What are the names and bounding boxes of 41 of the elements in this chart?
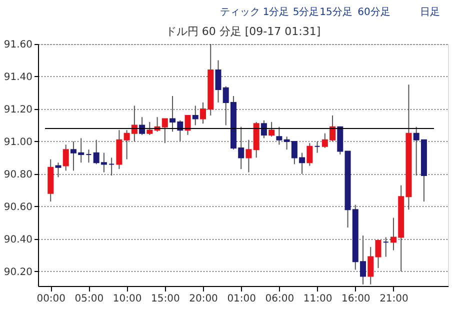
text: 5分足: [292, 6, 320, 18]
x-tick-label: 15:00: [150, 294, 180, 304]
x-tick-label: 16:00: [341, 294, 370, 304]
x-tick-label: 20:00: [189, 294, 218, 304]
candlestick: [108, 157, 115, 176]
y-tick-label: 91.20: [4, 104, 32, 116]
candlestick: [184, 114, 191, 136]
x-tick-label: 21:00: [380, 294, 408, 304]
candlestick: [382, 236, 389, 258]
y-tick-label: 90.60: [4, 202, 32, 213]
x-tick-label: 10:00: [112, 294, 142, 304]
candlestick: [314, 140, 320, 154]
y-tick-label: 91.40: [4, 72, 32, 83]
y-tick-label: 91.00: [4, 136, 32, 148]
text: 1分足: [262, 6, 290, 18]
candlestick: [260, 120, 267, 139]
y-tick-label: 90.40: [4, 234, 32, 246]
candlestick: [268, 121, 275, 138]
candlestick: [139, 116, 146, 136]
chart-title: ドル円 60 分足 [09-17 01:31]: [165, 25, 321, 38]
text: 15分足: [320, 6, 352, 18]
candlestick: [306, 142, 313, 166]
candlestick: [246, 139, 252, 173]
text: 60分足: [358, 6, 390, 18]
candlestick: [86, 149, 92, 164]
y-tick-label: 90.80: [4, 169, 32, 180]
candlestick: [192, 105, 198, 126]
y-tick-label: 91.60: [4, 40, 32, 50]
candlestick: [276, 126, 282, 146]
x-tick-label: 01:00: [227, 294, 256, 304]
x-tick-label: 11:00: [303, 294, 332, 304]
candlestick: [62, 144, 69, 172]
candlestick: [215, 60, 222, 103]
text: 日足: [420, 7, 440, 18]
x-tick-label: 05:00: [74, 294, 104, 304]
x-tick-label: 06:00: [265, 294, 294, 304]
y-tick-label: 90.20: [4, 266, 32, 278]
x-tick-label: 00:00: [36, 294, 66, 304]
candlestick: [146, 121, 153, 136]
text: ティック: [220, 7, 260, 18]
candlestick: [55, 162, 62, 178]
